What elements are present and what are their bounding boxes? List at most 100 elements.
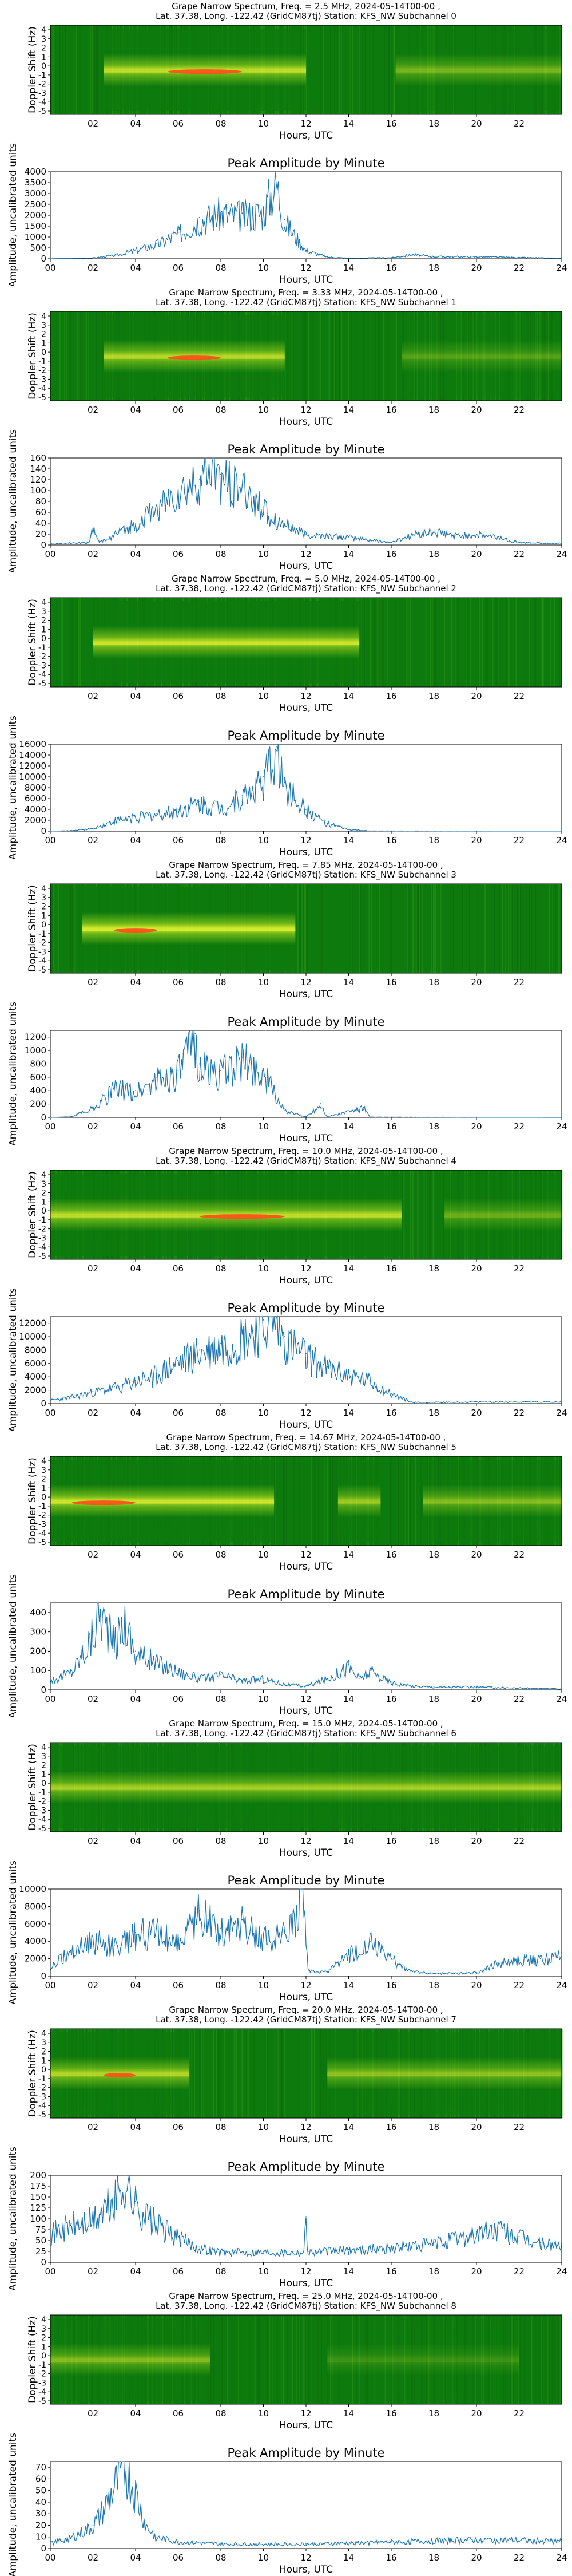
spectrogram-streak (188, 2029, 190, 2118)
spectrogram-streak (59, 25, 61, 114)
amplitude-y-tick: 2000 (25, 815, 46, 825)
amplitude-envelope-point (135, 2490, 136, 2491)
amplitude-x-tick: 22 (514, 2553, 525, 2563)
spectrogram-y-tick: 4 (41, 26, 46, 35)
spectrogram-streak (70, 311, 72, 401)
amplitude-x-tick: 14 (343, 1980, 354, 1990)
spectrogram-streak (52, 884, 53, 973)
amplitude-envelope-point (518, 2235, 520, 2237)
spectrogram-streak (332, 1456, 334, 1546)
spectrogram-streak (325, 2029, 327, 2118)
spectrogram-x-label: Hours, UTC (279, 989, 333, 1000)
spectrogram-streak (291, 311, 293, 401)
subchannel-8-panel: Grape Narrow Spectrum, Freq. = 25.0 MHz,… (7, 2291, 567, 2576)
spectrogram-y-tick: 0 (41, 2352, 46, 2361)
amplitude-envelope-point (98, 542, 100, 543)
spectrogram-streak (64, 311, 65, 401)
spectrogram-x-tick: 16 (386, 118, 396, 129)
amplitude-y-label: Amplitude, uncalibrated units (7, 1002, 19, 1145)
amplitude-envelope-point (284, 1110, 285, 1112)
spectrogram-streak (304, 884, 305, 973)
spectrogram-title-line2: Lat. 37.38, Long. -122.42 (GridCM87tj) S… (156, 1442, 456, 1453)
amplitude-envelope-point (327, 256, 328, 258)
spectrogram-y-tick: 1 (41, 911, 46, 920)
spectrogram-x-tick: 20 (471, 1836, 482, 1846)
amplitude-envelope-point (369, 1380, 371, 1381)
spectrogram-streak (517, 884, 519, 973)
amplitude-y-tick: 12000 (19, 1318, 46, 1329)
spectrogram-x-tick: 02 (88, 1263, 98, 1274)
spectrogram-streak (69, 598, 71, 687)
spectrogram-streak (304, 2315, 305, 2404)
spectrogram-y-tick: 0 (41, 1493, 46, 1502)
amplitude-envelope-point (454, 535, 456, 536)
spectrogram-streak (299, 2315, 300, 2404)
spectrogram-streak (370, 598, 371, 687)
amplitude-x-tick: 24 (556, 2553, 567, 2563)
spectrogram-streak (301, 884, 303, 973)
spectrogram-x-tick: 12 (300, 2408, 311, 2419)
spectrogram-y-tick: 2 (41, 1189, 46, 1198)
spectrogram-streak (377, 598, 379, 687)
amplitude-envelope-point (305, 1685, 307, 1687)
spectrogram-x-tick: 06 (173, 977, 184, 987)
spectrogram-streak (419, 884, 421, 973)
spectrogram-peak-region (199, 1214, 285, 1219)
amplitude-x-tick: 18 (428, 263, 439, 273)
spectrogram-x-tick: 08 (215, 1550, 226, 1560)
amplitude-y-tick: 1000 (25, 232, 46, 242)
spectrogram-streak (320, 884, 322, 973)
amplitude-envelope-point (241, 1333, 243, 1334)
spectrogram-streak (293, 1456, 295, 1546)
spectrogram-x-tick: 02 (88, 1836, 98, 1846)
subchannel-2-panel: Grape Narrow Spectrum, Freq. = 5.0 MHz, … (7, 574, 567, 859)
amplitude-x-tick: 04 (130, 549, 141, 559)
amplitude-envelope-point (50, 831, 51, 832)
spectrogram-streak (360, 884, 362, 973)
amplitude-envelope-point (273, 1316, 275, 1317)
spectrogram-streak (97, 25, 98, 114)
spectrogram-streak (277, 2029, 279, 2118)
spectrogram-y-tick: -2 (38, 80, 46, 89)
amplitude-plot-frame (50, 744, 562, 832)
spectrogram-y-tick: 0 (41, 348, 46, 357)
amplitude-envelope-point (539, 2242, 541, 2243)
spectrogram-y-tick: -3 (38, 89, 46, 98)
spectrogram-streak (479, 598, 480, 687)
spectrogram-streak (349, 25, 351, 114)
spectrogram-streak (433, 1170, 435, 1259)
amplitude-x-tick: 02 (88, 1980, 98, 1990)
amplitude-x-tick: 20 (471, 835, 482, 846)
spectrogram-y-tick: 0 (41, 634, 46, 643)
amplitude-envelope-point (198, 1910, 200, 1911)
amplitude-y-tick: 4000 (25, 1372, 46, 1382)
spectrogram-streak (313, 2029, 315, 2118)
amplitude-envelope-point (263, 2251, 264, 2252)
spectrogram-streak (339, 311, 340, 401)
spectrogram-streak (96, 25, 97, 114)
amplitude-x-tick: 14 (343, 1121, 354, 1132)
spectrogram-streak (199, 2029, 201, 2118)
spectrogram-y-tick: -2 (38, 653, 46, 662)
spectrogram-x-tick: 06 (173, 691, 184, 701)
amplitude-y-tick: 0 (41, 2543, 46, 2554)
spectrogram-x-tick: 12 (300, 1550, 311, 1560)
spectrogram-y-tick: 2 (41, 330, 46, 339)
spectrogram-y-tick: -3 (38, 1520, 46, 1529)
spectrogram-streak (519, 884, 521, 973)
amplitude-x-tick: 24 (556, 549, 567, 559)
spectrogram-streak (286, 1456, 287, 1546)
spectrogram-streak (404, 1456, 407, 1546)
spectrogram-x-tick: 12 (300, 2122, 311, 2132)
spectrogram-y-tick: -2 (38, 1511, 46, 1520)
amplitude-envelope-point (71, 2536, 73, 2538)
amplitude-envelope-point (71, 1949, 73, 1951)
spectrogram-streak (352, 25, 353, 114)
spectrogram-y-tick: -1 (38, 2361, 46, 2370)
amplitude-x-tick: 16 (386, 1694, 396, 1704)
spectrogram-streak (443, 1170, 444, 1259)
amplitude-x-tick: 08 (215, 835, 226, 846)
spectrogram-x-tick: 14 (343, 2408, 354, 2419)
spectrogram-y-tick: -5 (38, 107, 46, 116)
spectrogram-x-tick: 02 (88, 977, 98, 987)
